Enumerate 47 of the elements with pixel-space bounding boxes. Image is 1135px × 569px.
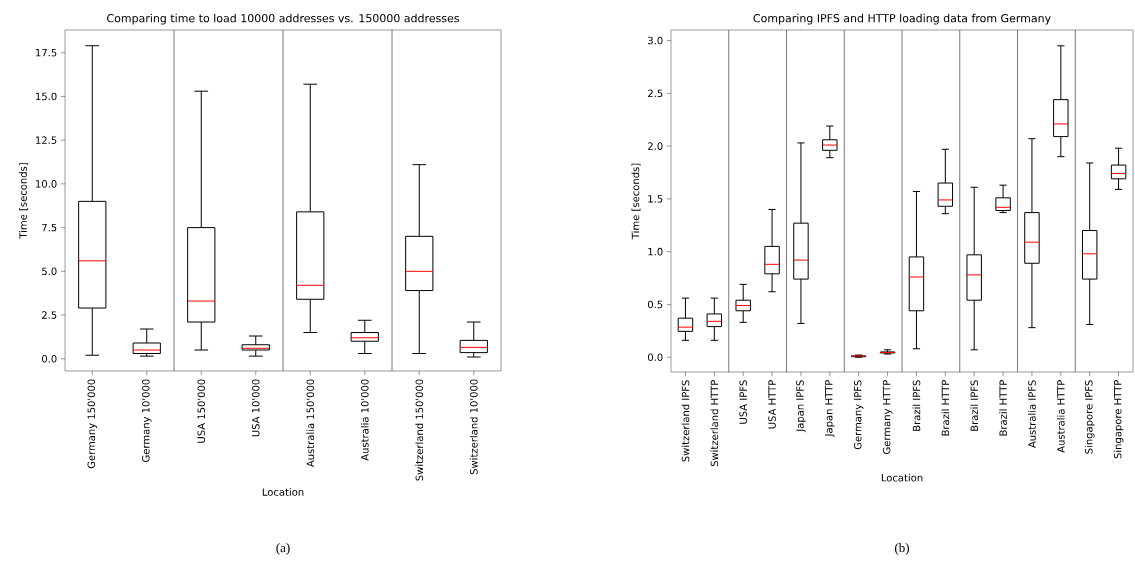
x-tick-label: Japan IPFS <box>796 380 806 433</box>
y-tick-label: 17.5 <box>36 49 57 57</box>
x-tick-label: Germany 10'000 <box>142 379 152 462</box>
x-tick-label: Australia 150'000 <box>306 379 315 468</box>
y-tick-label: 1.0 <box>648 247 663 256</box>
x-tick-label: Singapore IPFS <box>1084 380 1095 454</box>
x-tick-label: Brazil IPFS <box>970 380 979 431</box>
y-axis-title: Time [seconds] <box>19 163 29 239</box>
x-tick-label: USA HTTP <box>768 380 776 429</box>
y-tick-label: 2.5 <box>648 89 663 98</box>
x-tick-label: Switzerland IPFS <box>681 380 690 462</box>
text: (a) <box>276 543 290 555</box>
x-tick-label: Australia 10'000 <box>360 379 369 461</box>
x-tick-label: USA IPFS <box>739 380 747 424</box>
y-tick-label: 0.0 <box>647 353 663 361</box>
x-tick-label: Switzerland HTTP <box>710 380 719 467</box>
x-tick-label: Brazil HTTP <box>999 380 1007 436</box>
x-tick-label: Switzerland 150'000 <box>415 379 424 481</box>
x-tick-label: Germany IPFS <box>853 380 864 450</box>
y-tick-label: 12.5 <box>36 136 57 144</box>
chart-title: Comparing IPFS and HTTP loading data from Germany <box>753 13 1051 25</box>
y-tick-label: 10.0 <box>36 180 57 188</box>
y-tick-label: 7.5 <box>42 223 57 232</box>
x-tick-label: Australia HTTP <box>1056 380 1065 453</box>
y-tick-label: 2.0 <box>648 142 663 150</box>
y-tick-label: 0.5 <box>647 300 663 309</box>
x-axis-title: Location <box>881 473 923 482</box>
x-tick-label: USA 10'000 <box>251 379 260 437</box>
x-tick-label: Switzerland 10'000 <box>469 379 478 475</box>
y-tick-label: 2.5 <box>42 311 57 319</box>
y-tick-label: 15.0 <box>36 92 57 101</box>
x-tick-label: Japan HTTP <box>825 380 835 437</box>
text: (b) <box>894 543 910 555</box>
y-tick-label: 0.0 <box>41 354 57 363</box>
x-tick-label: Brazil IPFS <box>912 380 921 431</box>
x-tick-label: Brazil HTTP <box>941 380 950 436</box>
x-tick-label: Germany 150'000 <box>87 379 98 469</box>
x-tick-label: Singapore HTTP <box>1113 380 1124 459</box>
x-axis-title: Location <box>262 488 304 496</box>
x-tick-label: USA 150'000 <box>197 379 206 443</box>
chart-title: Comparing time to load 10000 addresses vs. 150000 addresses <box>107 13 459 25</box>
x-tick-label: Germany HTTP <box>882 380 893 454</box>
y-tick-label: 3.0 <box>648 36 663 45</box>
y-tick-label: 5.0 <box>42 267 57 276</box>
y-tick-label: 1.5 <box>648 195 663 203</box>
x-tick-label: Australia IPFS <box>1028 380 1036 449</box>
y-axis-title: Time [seconds] <box>631 163 641 240</box>
